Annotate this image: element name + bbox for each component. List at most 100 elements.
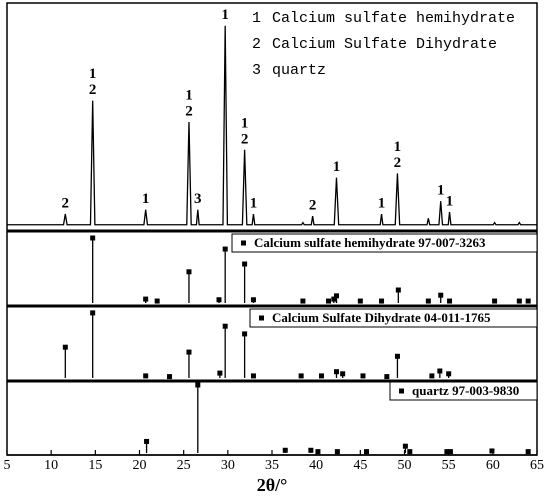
x-axis-label: 2θ/°	[257, 475, 288, 495]
x-tick-label: 20	[133, 458, 147, 473]
stem-marker	[298, 373, 304, 379]
stem-marker	[167, 374, 173, 380]
peak-label: 2	[185, 103, 193, 119]
stem-marker	[437, 368, 443, 374]
legend-label: quartz	[272, 62, 326, 79]
stem-marker	[144, 438, 150, 444]
stem-marker	[429, 373, 435, 379]
stem-marker	[186, 269, 192, 275]
stem-marker	[525, 298, 531, 304]
stem-marker	[90, 310, 96, 316]
stem-marker	[333, 293, 339, 299]
legend-marker	[259, 315, 264, 321]
legend-marker	[241, 240, 246, 246]
legend-label: quartz 97-003-9830	[412, 383, 519, 398]
pattern-line	[7, 25, 537, 226]
stem-marker	[446, 371, 452, 377]
stem-marker	[402, 443, 408, 449]
stem-marker	[222, 246, 228, 252]
legend-id: 3	[252, 62, 261, 79]
stem-marker	[222, 323, 228, 329]
stem-marker	[384, 374, 390, 380]
stem-marker	[516, 298, 522, 304]
peak-label: 1	[446, 193, 454, 209]
x-tick-label: 40	[309, 458, 323, 473]
stem-marker	[62, 344, 68, 350]
stem-marker	[143, 373, 149, 379]
peak-label: 1	[142, 191, 150, 207]
stem-marker	[447, 449, 453, 455]
stem-marker	[308, 447, 314, 453]
stem-marker	[143, 296, 149, 302]
stem-marker	[379, 298, 385, 304]
peak-label: 2	[309, 198, 317, 214]
peak-label: 2	[89, 82, 97, 98]
stem-marker	[360, 373, 366, 379]
stem-marker	[357, 298, 363, 304]
stem-marker	[326, 298, 332, 304]
stem-marker	[242, 261, 248, 267]
stem-marker	[282, 447, 288, 453]
stem-marker	[300, 298, 306, 304]
x-tick-label: 65	[530, 458, 544, 473]
stem-marker	[242, 331, 248, 337]
x-tick-label: 30	[221, 458, 235, 473]
stem-marker	[407, 449, 413, 455]
peak-label: 2	[394, 155, 402, 171]
x-tick-label: 15	[88, 458, 102, 473]
stem-marker	[489, 448, 495, 454]
peak-label: 1	[333, 159, 341, 175]
legend-box	[249, 308, 538, 328]
peak-label: 1	[394, 139, 402, 155]
legend-label: Calcium sulfate hemihydrate	[272, 10, 515, 27]
stem-marker	[438, 292, 444, 298]
stem-marker	[315, 449, 321, 455]
peak-label: 3	[194, 191, 202, 207]
x-tick-label: 25	[177, 458, 191, 473]
stem-marker	[186, 349, 192, 355]
stem-marker	[340, 371, 346, 377]
x-tick-label: 50	[398, 458, 412, 473]
stem-marker	[525, 449, 531, 455]
x-tick-label: 10	[44, 458, 58, 473]
legend-id: 1	[252, 10, 261, 27]
stem-marker	[364, 449, 370, 455]
legend-label: Calcium sulfate hemihydrate 97-007-3263	[254, 235, 486, 250]
x-tick-label: 5	[4, 458, 11, 473]
legend-label: Calcium Sulfate Dihydrate 04-011-1765	[272, 310, 491, 325]
peak-label: 1	[89, 66, 97, 82]
legend-label: Calcium Sulfate Dihydrate	[272, 36, 497, 53]
peak-label: 1	[250, 195, 258, 211]
stem-marker	[331, 296, 337, 302]
stem-marker	[90, 235, 96, 241]
stem-marker	[447, 298, 453, 304]
stem-marker	[444, 449, 450, 455]
stem-marker	[195, 382, 201, 388]
x-tick-label: 35	[265, 458, 279, 473]
peak-label: 1	[185, 87, 193, 103]
legend-marker	[399, 388, 404, 394]
stem-marker	[333, 369, 339, 375]
stem-marker	[216, 297, 222, 303]
legend-id: 2	[252, 36, 261, 53]
x-tick-label: 45	[353, 458, 367, 473]
stem-marker	[492, 298, 498, 304]
x-tick-label: 60	[486, 458, 500, 473]
stem-marker	[425, 298, 431, 304]
peak-label: 1	[437, 183, 445, 199]
x-tick-label: 55	[442, 458, 456, 473]
stem-marker	[395, 287, 401, 293]
peak-label: 1	[241, 115, 249, 131]
stem-marker	[217, 370, 223, 376]
peak-label: 2	[62, 195, 70, 211]
stem-marker	[394, 353, 400, 359]
stem-marker	[250, 297, 256, 303]
legend-box	[231, 233, 538, 253]
stem-marker	[250, 373, 256, 379]
stem-marker	[334, 449, 340, 455]
legend-box	[389, 381, 538, 401]
stem-marker	[318, 373, 324, 379]
peak-label: 2	[241, 131, 249, 147]
stem-marker	[154, 298, 160, 304]
